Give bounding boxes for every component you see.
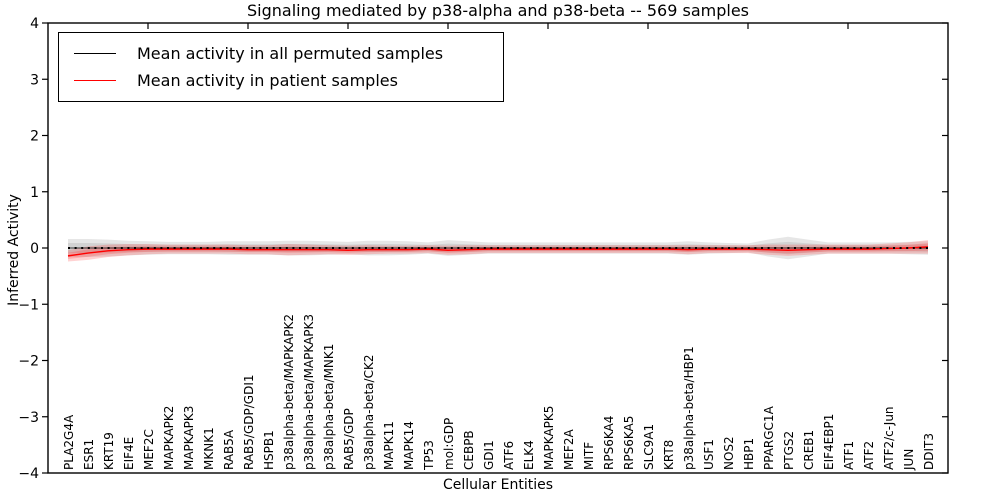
x-tick-label: PLA2G4A <box>62 414 76 470</box>
x-tick-label: CEBPB <box>462 430 476 470</box>
x-tick-label: MAPKAPK3 <box>182 406 196 470</box>
patient-band-outer <box>68 240 928 262</box>
x-tick-label: MITF <box>582 442 596 470</box>
y-tick-label: 2 <box>30 129 39 145</box>
x-tick-label: MAPK14 <box>402 421 416 470</box>
x-tick-label: ATF1 <box>842 441 856 470</box>
x-tick-label: MAPK11 <box>382 421 396 470</box>
x-axis-label: Cellular Entities <box>442 477 554 493</box>
x-tick-label: USF1 <box>702 439 716 470</box>
x-tick-label: EIF4EBP1 <box>822 414 836 470</box>
x-tick-label: MAPKAPK5 <box>542 406 556 470</box>
y-tick-label: −3 <box>18 410 39 426</box>
x-tick-label: GDI1 <box>482 440 496 470</box>
x-tick-label: KRT19 <box>102 432 116 470</box>
x-tick-label: JUN <box>902 449 916 471</box>
x-tick-label: PTGS2 <box>782 431 796 470</box>
x-tick-label: p38alpha-beta/HBP1 <box>682 346 696 470</box>
x-tick-label: MEF2A <box>562 429 576 470</box>
x-tick-label: RAB5/GDP/GDI1 <box>242 374 256 470</box>
x-tick-label: p38alpha-beta/MNK1 <box>322 344 336 470</box>
x-tick-label: mol:GDP <box>442 418 456 470</box>
legend-line-permuted-icon <box>74 53 116 54</box>
x-tick-label: ESR1 <box>82 439 96 470</box>
x-tick-label: RAB5/GDP <box>342 408 356 470</box>
x-tick-label: HBP1 <box>742 438 756 470</box>
x-tick-label: p38alpha-beta/MAPKAPK2 <box>282 314 296 470</box>
x-tick-label: p38alpha-beta/CK2 <box>362 355 376 470</box>
legend-item-patient: Mean activity in patient samples <box>59 67 503 94</box>
x-tick-label: HSPB1 <box>262 430 276 470</box>
y-tick-label: −2 <box>18 354 39 370</box>
x-tick-label: DDIT3 <box>922 433 936 470</box>
x-tick-label: MEF2C <box>142 429 156 470</box>
legend: Mean activity in all permuted samples Me… <box>58 32 504 102</box>
patient-band-inner <box>68 243 928 259</box>
x-tick-label: CREB1 <box>802 430 816 470</box>
legend-label-patient: Mean activity in patient samples <box>137 71 398 90</box>
y-tick-label: 3 <box>30 72 39 88</box>
x-tick-label: RPS6KA5 <box>622 416 636 470</box>
x-tick-label: RAB5A <box>222 429 236 470</box>
x-tick-label: ATF2/c-Jun <box>882 406 896 470</box>
legend-line-patient-icon <box>74 80 116 81</box>
legend-item-permuted: Mean activity in all permuted samples <box>59 40 503 67</box>
x-tick-label: MKNK1 <box>202 427 216 470</box>
legend-label-permuted: Mean activity in all permuted samples <box>137 44 444 63</box>
x-tick-label: p38alpha-beta/MAPKAPK3 <box>302 314 316 470</box>
x-tick-label: TP53 <box>422 440 436 471</box>
x-tick-label: ELK4 <box>522 440 536 470</box>
x-tick-label: PPARGC1A <box>762 405 776 470</box>
chart-title: Signaling mediated by p38-alpha and p38-… <box>246 1 749 20</box>
x-tick-label: ATF6 <box>502 441 516 470</box>
x-tick-label: RPS6KA4 <box>602 416 616 470</box>
x-tick-label: NOS2 <box>722 436 736 470</box>
y-tick-label: 1 <box>30 185 39 201</box>
y-tick-label: −4 <box>18 466 39 482</box>
y-tick-label: −1 <box>18 297 39 313</box>
y-tick-label: 0 <box>30 241 39 257</box>
x-tick-label: ATF2 <box>862 441 876 470</box>
x-tick-label: EIF4E <box>122 437 136 470</box>
x-tick-label: MAPKAPK2 <box>162 406 176 470</box>
x-tick-label: KRT8 <box>662 440 676 470</box>
patient-line <box>67 246 929 257</box>
y-tick-label: 4 <box>30 16 39 32</box>
x-tick-label: SLC9A1 <box>642 424 656 470</box>
